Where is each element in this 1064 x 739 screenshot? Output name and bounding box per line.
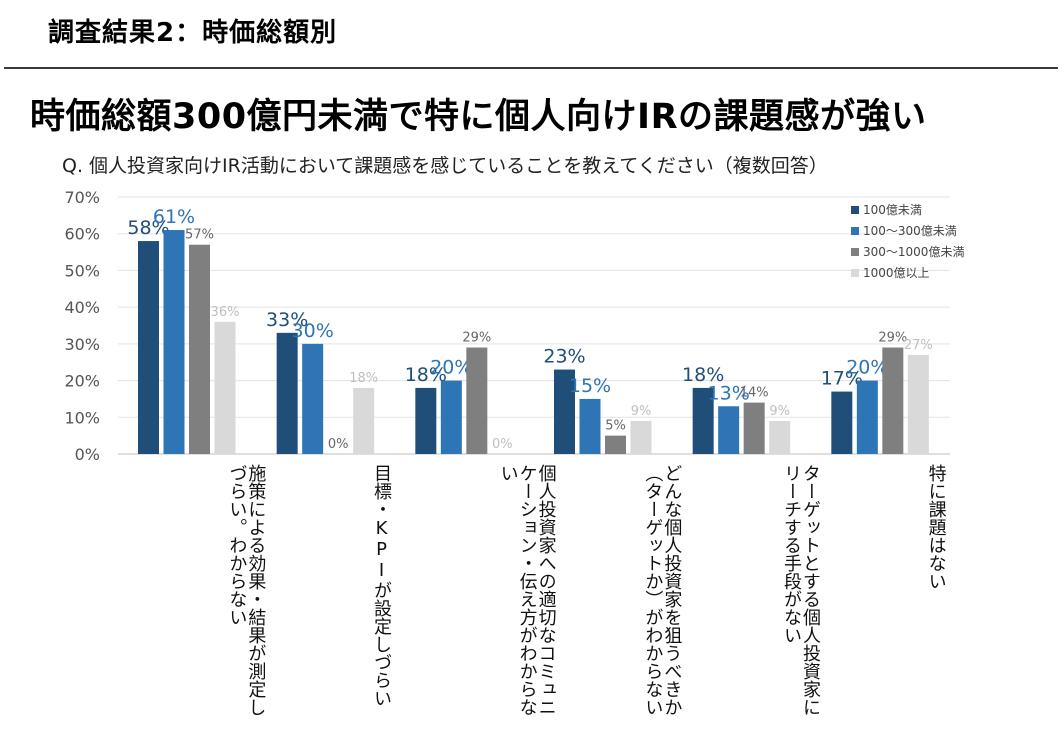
bar-1-1: [138, 241, 159, 454]
bar-3-4: [605, 435, 626, 454]
data-label: 9%: [631, 404, 652, 419]
data-label: 0%: [328, 437, 349, 452]
bar-1-2: [276, 332, 298, 454]
data-label: 29%: [878, 331, 907, 346]
data-label: 20%: [430, 357, 472, 379]
category-label: どんな個人投資家を狙うべきか （ターゲットか）がわからない: [642, 464, 683, 716]
y-tick-label: 50%: [64, 261, 100, 280]
bar-1-4: [554, 369, 575, 454]
bar-4-2: [353, 387, 375, 454]
category-label: 目標・KPIが設定しづらい: [371, 464, 392, 707]
data-label: 30%: [292, 320, 334, 342]
legend-label: 100億未満: [863, 203, 922, 217]
bar-2-2: [302, 343, 324, 454]
bar-2-3: [440, 380, 462, 454]
y-tick-label: 60%: [64, 225, 100, 244]
data-label: 18%: [349, 371, 378, 386]
bar-4-6: [907, 354, 929, 454]
y-tick-label: 10%: [64, 408, 100, 427]
category-label: 個人投資家への適切なコミュニ ケーション・伝え方がわからな い: [497, 464, 557, 716]
bar-4-5: [769, 420, 791, 454]
bar-3-6: [882, 347, 904, 454]
data-label: 61%: [153, 206, 195, 228]
y-tick-label: 40%: [64, 298, 100, 317]
y-tick-label: 0%: [75, 445, 100, 464]
legend-swatch: [851, 248, 859, 256]
category-label: ターゲットとする個人投資家に リーチする手段がない: [781, 464, 821, 716]
data-label: 27%: [904, 338, 933, 353]
section-title: 調査結果2：時価総額別: [48, 18, 338, 48]
bar-2-6: [856, 380, 878, 454]
bar-3-3: [466, 347, 488, 454]
data-label: 36%: [211, 305, 240, 320]
y-tick-label: 20%: [64, 372, 100, 391]
bar-2-4: [579, 398, 601, 454]
y-tick-label: 30%: [64, 335, 100, 354]
category-label: 特に課題はない: [925, 464, 947, 590]
bar-2-5: [718, 406, 740, 454]
data-label: 17%: [821, 368, 863, 390]
bar-2-1: [163, 230, 185, 454]
data-label: 33%: [266, 309, 308, 331]
data-label: 14%: [740, 386, 769, 401]
bar-3-5: [743, 402, 765, 454]
data-label: 15%: [569, 375, 611, 397]
data-label: 20%: [846, 357, 888, 379]
data-label: 57%: [185, 228, 214, 243]
data-label: 5%: [605, 419, 626, 434]
data-label: 58%: [127, 217, 169, 239]
headline: 時価総額300億円未満で特に個人向けIRの課題感が強い: [30, 97, 927, 137]
legend-swatch: [851, 206, 859, 214]
data-label: 9%: [769, 404, 790, 419]
data-label: 0%: [492, 437, 513, 452]
legend-label: 100〜300億未満: [863, 224, 957, 238]
survey-question: Q. 個人投資家向けIR活動において課題感を感じていることを教えてください（複数…: [62, 155, 828, 177]
legend-swatch: [851, 269, 859, 277]
y-tick-label: 70%: [64, 188, 100, 207]
legend-label: 300〜1000億未満: [863, 245, 964, 259]
bar-1-6: [831, 391, 853, 454]
data-label: 13%: [708, 382, 750, 404]
data-label: 18%: [682, 364, 724, 386]
data-label: 18%: [405, 364, 447, 386]
bar-4-1: [214, 321, 236, 454]
bar-4-4: [630, 420, 652, 454]
bar-3-1: [189, 244, 210, 454]
category-label: 施策による効果・結果が測定し づらい。わからない: [226, 464, 267, 716]
legend-label: 1000億以上: [863, 266, 930, 280]
header-divider: [4, 67, 1058, 69]
bar-1-3: [415, 387, 437, 454]
data-label: 23%: [543, 346, 585, 368]
data-label: 29%: [462, 331, 491, 346]
bar-1-5: [692, 387, 714, 454]
legend-swatch: [851, 227, 859, 235]
